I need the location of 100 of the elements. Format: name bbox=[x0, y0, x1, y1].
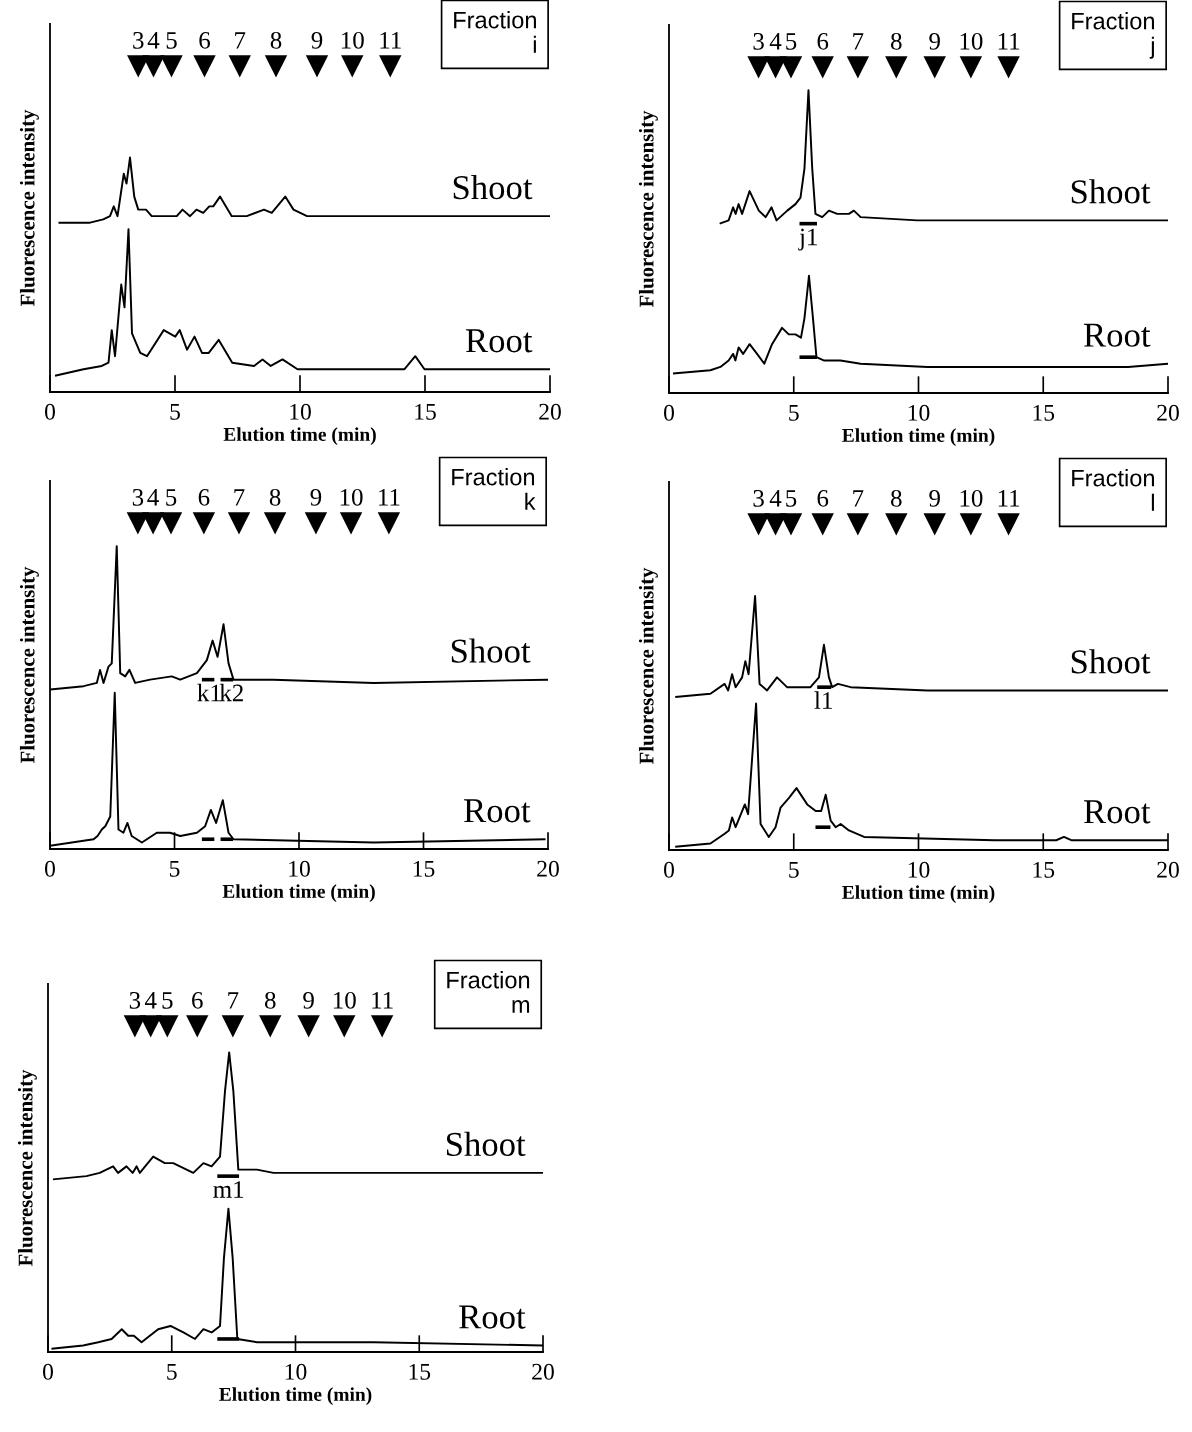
y-axis-title: Fluorescence intensity bbox=[638, 567, 658, 765]
x-tick-label: 15 bbox=[1033, 861, 1055, 878]
annotation: 3 bbox=[753, 489, 764, 507]
annotation: 8 bbox=[270, 31, 282, 49]
annotation: 11 bbox=[998, 33, 1020, 50]
x-tick-label: 10 bbox=[290, 403, 311, 420]
annotation: 10 bbox=[341, 31, 364, 49]
series-label: Root bbox=[459, 1305, 526, 1329]
x-tick-label: 20 bbox=[532, 1363, 554, 1380]
x-axis-title: Elution time (min) bbox=[219, 1387, 372, 1405]
annotation: 11 bbox=[372, 992, 393, 1009]
text: Fraction l bbox=[1072, 469, 1154, 511]
y-axis-title: Fluorescence intensity bbox=[638, 110, 658, 308]
text: Fraction j bbox=[1072, 12, 1154, 59]
annotation: 10 bbox=[960, 32, 983, 50]
annotation: 9 bbox=[311, 31, 323, 49]
series-label: Root bbox=[1084, 800, 1151, 824]
x-tick-label: 10 bbox=[285, 1363, 307, 1380]
annotation: 9 bbox=[310, 488, 322, 506]
x-tick-label: 5 bbox=[789, 405, 799, 421]
x-tick-label: 5 bbox=[169, 861, 180, 877]
annotation: 7 bbox=[228, 992, 239, 1009]
x-tick-label: 15 bbox=[413, 860, 435, 877]
x-tick-label: 10 bbox=[908, 404, 930, 421]
annotation: 4 bbox=[144, 992, 157, 1009]
annotation: 8 bbox=[891, 32, 902, 50]
annotation: 4 bbox=[147, 32, 160, 49]
annotation: 5 bbox=[162, 992, 173, 1009]
annotation: 5 bbox=[166, 32, 177, 49]
series-label: Shoot bbox=[451, 638, 531, 663]
annotation: 4 bbox=[147, 489, 159, 506]
series-label: Root bbox=[1084, 323, 1151, 347]
x-tick-label: 10 bbox=[908, 861, 930, 878]
annotation: 8 bbox=[264, 991, 276, 1009]
annotation: 11 bbox=[379, 489, 400, 506]
annotation: 7 bbox=[853, 490, 864, 507]
annotation: 10 bbox=[340, 488, 363, 506]
annotation: k1 bbox=[197, 683, 221, 702]
annotation: l1 bbox=[814, 691, 832, 709]
annotation: 10 bbox=[960, 489, 983, 507]
text: Fraction i bbox=[454, 11, 536, 53]
x-axis-title: Elution time (min) bbox=[223, 427, 376, 445]
annotation: 6 bbox=[198, 488, 210, 506]
series-label: Shoot bbox=[453, 174, 533, 200]
x-tick-label: 20 bbox=[539, 403, 561, 420]
x-axis-title: Elution time (min) bbox=[842, 428, 995, 446]
annotation: 3 bbox=[132, 488, 144, 506]
annotation: 3 bbox=[133, 31, 144, 49]
x-tick-label: 10 bbox=[289, 860, 310, 877]
x-tick-label: 5 bbox=[167, 1364, 177, 1380]
x-tick-label: 0 bbox=[45, 403, 55, 420]
series-label: Shoot bbox=[1071, 649, 1151, 674]
annotation: 5 bbox=[786, 490, 797, 507]
x-tick-label: 15 bbox=[409, 1363, 431, 1380]
annotation: 7 bbox=[853, 33, 864, 50]
text: Fraction k bbox=[452, 468, 536, 510]
y-axis-title: Fluorescence intensity bbox=[19, 109, 39, 307]
x-tick-label: 20 bbox=[1157, 404, 1179, 421]
x-tick-label: 5 bbox=[789, 862, 799, 878]
annotation: 6 bbox=[817, 32, 829, 50]
y-axis-title: Fluorescence intensity bbox=[19, 566, 39, 764]
series-label: Root bbox=[465, 329, 533, 353]
annotation: 5 bbox=[786, 33, 797, 50]
x-tick-label: 0 bbox=[664, 404, 674, 421]
annotation: 6 bbox=[192, 991, 203, 1009]
x-axis-title: Elution time (min) bbox=[842, 885, 995, 903]
x-tick-label: 0 bbox=[664, 861, 674, 878]
y-axis-title: Fluorescence intensity bbox=[17, 1069, 37, 1267]
x-axis-title: Elution time (min) bbox=[222, 884, 375, 902]
annotation: m1 bbox=[213, 1181, 244, 1198]
annotation: 7 bbox=[234, 489, 245, 506]
annotation: 5 bbox=[166, 489, 177, 506]
series-label: Shoot bbox=[446, 1131, 526, 1157]
text: Fraction m bbox=[447, 971, 530, 1013]
annotation: 8 bbox=[891, 489, 902, 507]
series-label: Root bbox=[464, 799, 531, 823]
annotation: 9 bbox=[303, 991, 314, 1009]
annotation: k2 bbox=[219, 683, 243, 702]
annotation: 4 bbox=[769, 33, 782, 50]
annotation: 3 bbox=[129, 991, 141, 1009]
annotation: 10 bbox=[333, 991, 356, 1009]
annotation: 3 bbox=[753, 32, 764, 50]
x-tick-label: 0 bbox=[45, 860, 55, 877]
x-tick-label: 20 bbox=[537, 860, 559, 877]
annotation: 4 bbox=[769, 490, 782, 507]
series-label: Shoot bbox=[1071, 179, 1151, 204]
annotation: j1 bbox=[798, 228, 817, 251]
annotation: 9 bbox=[929, 489, 940, 507]
annotation: 11 bbox=[998, 490, 1020, 507]
x-tick-label: 15 bbox=[1033, 404, 1055, 421]
x-tick-label: 5 bbox=[170, 404, 180, 420]
annotation: 8 bbox=[269, 488, 281, 506]
x-tick-label: 15 bbox=[415, 403, 436, 420]
x-tick-label: 0 bbox=[43, 1363, 53, 1380]
annotation: 6 bbox=[199, 31, 210, 49]
annotation: 9 bbox=[929, 32, 940, 50]
annotation: 11 bbox=[380, 32, 401, 49]
x-tick-label: 20 bbox=[1157, 861, 1179, 878]
annotation: 6 bbox=[817, 489, 829, 507]
annotation: 7 bbox=[235, 32, 246, 49]
